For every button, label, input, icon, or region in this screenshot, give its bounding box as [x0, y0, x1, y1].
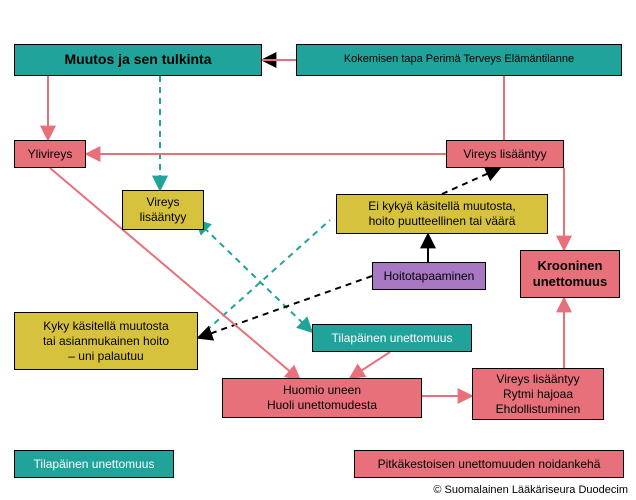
node-tilap: Tilapäinen unettomuus [312, 324, 472, 352]
node-factors: Kokemisen tapa Perimä Terveys Elämäntila… [296, 44, 622, 76]
edge [198, 220, 330, 338]
node-title: Muutos ja sen tulkinta [14, 44, 262, 76]
node-leg_teal: Tilapäinen unettomuus [14, 450, 174, 478]
copyright: © Suomalainen Lääkäriseura Duodecim [433, 484, 628, 496]
node-hoito: Hoitotapaaminen [372, 262, 486, 290]
node-ylivireys: Ylivireys [14, 140, 86, 168]
node-rytmi: Vireys lisääntyy Rytmi hajoaa Ehdollistu… [472, 368, 604, 420]
node-krooninen: Krooninen unettomuus [520, 250, 620, 298]
node-vireys_r: Vireys lisääntyy [446, 140, 564, 168]
node-huomio: Huomio uneen Huoli unettomudesta [222, 378, 422, 418]
edge [442, 168, 500, 194]
node-vireys_l: Vireys lisääntyy [122, 190, 204, 230]
node-leg_pink: Pitkäkestoisen unettomuuden noidankehä [354, 450, 624, 478]
edge [196, 220, 312, 332]
node-eikykya: Ei kykyä käsitellä muutosta, hoito puutt… [336, 194, 548, 234]
edge [350, 352, 390, 378]
node-kyky: Kyky käsitellä muutosta tai asianmukaine… [14, 312, 198, 370]
